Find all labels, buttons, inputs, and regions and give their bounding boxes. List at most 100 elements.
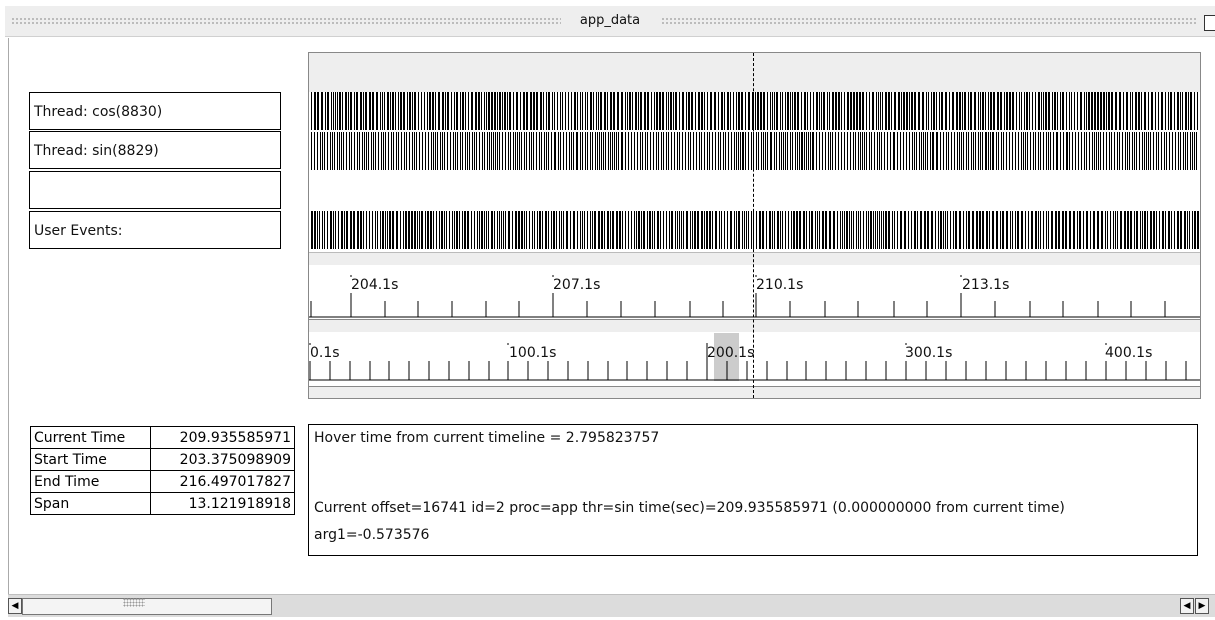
event-mark [690,132,691,170]
event-mark [903,92,905,130]
event-mark [679,132,680,170]
event-mark [1025,132,1026,170]
scroll-left-button-right[interactable]: ◀ [1180,598,1194,614]
event-mark [1159,211,1160,249]
event-mark [959,92,961,130]
event-mark [792,92,793,130]
event-mark [1190,92,1192,130]
event-mark [431,132,432,170]
event-mark [419,211,420,249]
zoom-time-axis[interactable] [309,265,1200,331]
event-mark [866,132,867,170]
event-mark [668,92,669,130]
current-time-cursor[interactable] [753,53,754,398]
event-mark [545,211,547,249]
event-mark [464,211,466,249]
event-mark [412,92,413,130]
event-mark [1136,132,1137,170]
title-bar-grip-left [11,17,561,25]
event-mark [736,211,737,249]
event-mark [666,211,667,249]
event-mark [1035,132,1036,170]
event-mark [551,211,552,249]
event-mark [952,92,954,130]
scrollbar-thumb[interactable] [22,598,272,615]
sin-thread-events[interactable] [309,132,1200,170]
event-mark [502,92,503,130]
event-mark [916,132,917,170]
event-mark [1166,132,1167,170]
overview-time-axis[interactable] [309,331,1200,386]
event-mark [1029,92,1030,130]
event-mark [460,92,461,130]
event-mark [1127,211,1129,249]
event-mark [456,92,458,130]
event-mark [489,132,490,170]
event-mark [364,132,365,170]
event-mark [931,211,933,249]
event-mark [1081,132,1082,170]
event-mark [412,132,413,170]
scroll-right-button[interactable]: ▶ [1195,598,1209,614]
current-time-label: Current Time [30,426,151,449]
event-mark [387,92,389,130]
event-mark [785,92,786,130]
event-mark [387,211,388,249]
event-mark [604,92,606,130]
timeline-panel[interactable]: 204.1s 207.1s 210.1s 213.1s 0.1s 100.1s … [308,52,1201,399]
event-mark [488,92,490,130]
event-mark [657,211,659,249]
event-mark [945,211,946,249]
event-mark [1091,92,1093,130]
event-mark [1156,211,1157,249]
event-mark [327,132,328,170]
event-mark [471,211,472,249]
event-mark [521,211,523,249]
event-mark [1006,211,1008,249]
event-mark [616,132,617,170]
event-mark [1151,92,1153,130]
event-mark [1046,132,1047,170]
event-mark [1119,132,1120,170]
event-mark [838,92,840,130]
event-mark [603,132,604,170]
event-mark [637,132,638,170]
event-mark [505,132,506,170]
event-mark [612,132,613,170]
event-mark [1062,211,1064,249]
event-mark [383,132,384,170]
event-mark [1097,92,1099,130]
event-mark [748,92,750,130]
event-mark [1060,132,1061,170]
cos-thread-events[interactable] [309,92,1200,130]
zoom-tick-label: 210.1s [754,277,806,293]
zoom-tick-label: 204.1s [349,277,401,293]
event-mark [971,132,972,170]
event-mark [862,92,864,130]
event-mark [1009,132,1010,170]
event-mark [1134,132,1135,170]
event-mark [375,132,376,170]
scroll-left-button[interactable]: ◀ [8,598,22,614]
event-mark [660,211,661,249]
event-mark [1192,132,1193,170]
event-mark [925,132,926,170]
event-mark [809,211,810,249]
horizontal-scrollbar[interactable]: ◀ ◀ ▶ [8,594,1215,617]
event-mark [799,132,800,170]
event-mark [880,92,881,130]
event-mark [453,132,454,170]
event-mark [504,92,506,130]
event-mark [797,132,798,170]
event-mark [561,211,562,249]
event-mark [1043,132,1044,170]
event-mark [968,92,969,130]
user-events-track[interactable] [309,211,1200,249]
event-mark [390,92,391,130]
window-title-bar[interactable]: app_data [5,6,1215,37]
event-mark [1048,92,1050,130]
event-mark [610,211,611,249]
detach-icon[interactable] [1204,15,1215,31]
event-mark [536,92,538,130]
event-mark [1188,92,1189,130]
